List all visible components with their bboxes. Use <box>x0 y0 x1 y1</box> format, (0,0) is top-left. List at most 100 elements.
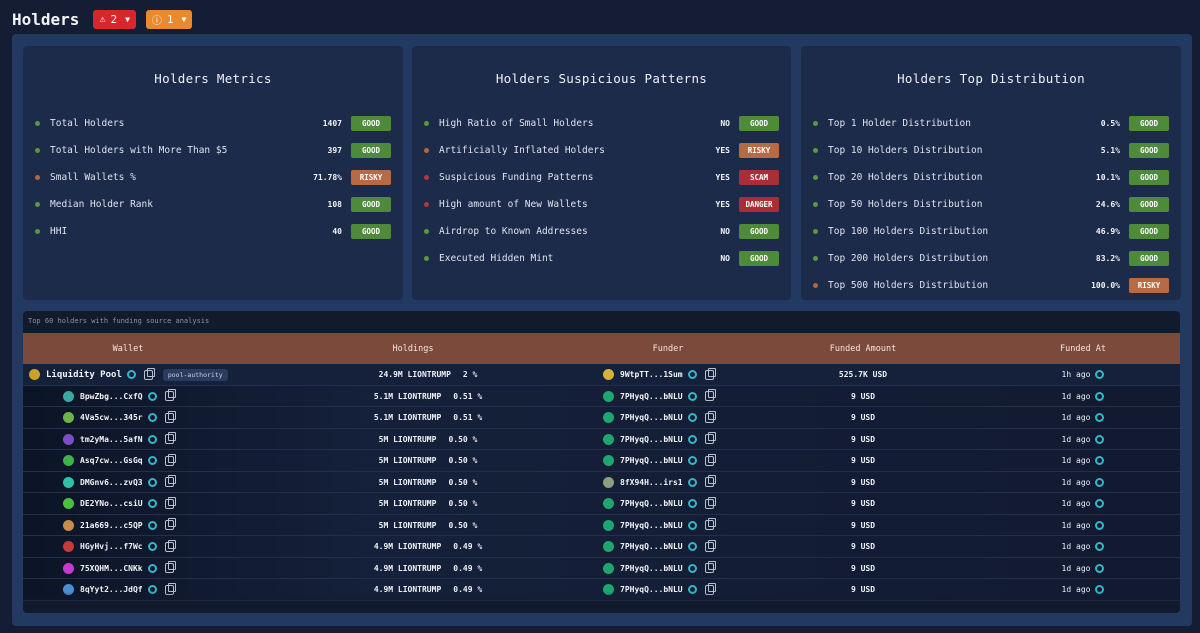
warning-alert-dropdown[interactable]: ⓘ 1 ▼ <box>145 9 193 29</box>
explorer-icon[interactable] <box>687 499 697 508</box>
funder-address-link[interactable]: 7PHyqQ...bNLU <box>620 456 683 465</box>
wallet-cell: Liquidity Pool pool-authority <box>29 364 228 385</box>
explorer-icon[interactable] <box>126 370 136 379</box>
explorer-icon[interactable] <box>147 542 157 551</box>
explorer-icon[interactable] <box>147 520 157 530</box>
funder-address-link[interactable]: 7PHyqQ...bNLU <box>620 391 683 401</box>
funder-address-link[interactable]: 7PHyqQ...bNLU <box>620 413 683 422</box>
funder-address-link[interactable]: 7PHyqQ...bNLU <box>620 585 683 594</box>
explorer-icon[interactable] <box>147 477 157 487</box>
wallet-address-link[interactable]: BpwZbg...CxfQ <box>80 391 143 401</box>
funded-amount-cell: 9 USD <box>803 579 923 600</box>
funder-address-link[interactable]: 7PHyqQ...bNLU <box>620 563 683 573</box>
copy-icon[interactable] <box>704 389 716 401</box>
holdings-cell: 4.9M LIONTRUMP 0.49 % <box>363 536 493 557</box>
copy-icon[interactable] <box>704 518 716 530</box>
explorer-icon[interactable] <box>1095 413 1105 422</box>
metric-row: Top 500 Holders Distribution 100.0% RISKY <box>813 272 1169 299</box>
copy-icon[interactable] <box>704 475 716 487</box>
copy-icon[interactable] <box>164 410 176 423</box>
holdings-percent: 0.49 % <box>453 542 483 551</box>
wallet-address-link[interactable]: DE2YNo...csiU <box>80 499 143 508</box>
status-badge: GOOD <box>739 116 779 131</box>
metric-row: Median Holder Rank 108 GOOD <box>35 191 391 218</box>
copy-icon[interactable] <box>164 453 176 466</box>
explorer-icon[interactable] <box>687 477 697 487</box>
explorer-icon[interactable] <box>1095 520 1105 530</box>
explorer-icon[interactable] <box>147 434 157 444</box>
copy-icon[interactable] <box>704 453 716 466</box>
wallet-address-link[interactable]: 21a669...c5QP <box>80 520 143 530</box>
funder-address-link[interactable]: 7PHyqQ...bNLU <box>620 520 683 530</box>
column-header-holdings[interactable]: Holdings <box>392 343 434 354</box>
copy-icon[interactable] <box>164 561 176 573</box>
status-badge: SCAM <box>739 170 779 185</box>
explorer-icon[interactable] <box>687 563 697 573</box>
status-dot <box>813 202 818 207</box>
funder-avatar <box>603 498 614 509</box>
explorer-icon[interactable] <box>1095 456 1105 465</box>
explorer-icon[interactable] <box>687 520 697 530</box>
copy-icon[interactable] <box>143 367 155 380</box>
copy-icon[interactable] <box>164 496 176 509</box>
copy-icon[interactable] <box>164 432 176 444</box>
explorer-icon[interactable] <box>147 456 157 465</box>
explorer-icon[interactable] <box>1095 434 1105 444</box>
holdings-percent: 0.49 % <box>453 563 483 573</box>
explorer-icon[interactable] <box>687 456 697 465</box>
holders-metrics-card: Holders Metrics Total Holders 1407 GOOD Tot… <box>23 46 403 300</box>
explorer-icon[interactable] <box>687 391 697 401</box>
explorer-icon[interactable] <box>147 563 157 573</box>
wallet-address-link[interactable]: DMGnv6...zvQ3 <box>80 477 143 487</box>
copy-icon[interactable] <box>704 367 716 380</box>
explorer-icon[interactable] <box>147 391 157 401</box>
copy-icon[interactable] <box>704 539 716 552</box>
copy-icon[interactable] <box>164 518 176 530</box>
column-header-funder[interactable]: Funder <box>652 343 684 354</box>
danger-alert-dropdown[interactable]: ⚠ 2 ▼ <box>93 9 136 29</box>
explorer-icon[interactable] <box>687 434 697 444</box>
column-header-wallet[interactable]: Wallet <box>112 343 144 354</box>
explorer-icon[interactable] <box>147 413 157 422</box>
scroll-fade <box>23 591 1180 613</box>
status-dot <box>424 175 429 180</box>
copy-icon[interactable] <box>704 410 716 423</box>
funder-address-link[interactable]: 7PHyqQ...bNLU <box>620 434 683 444</box>
status-dot <box>813 148 818 153</box>
column-header-funded-at[interactable]: Funded At <box>1059 343 1107 354</box>
chevron-down-icon: ▼ <box>125 14 130 24</box>
explorer-icon[interactable] <box>1095 370 1105 379</box>
wallet-address-link[interactable]: 8qYyt2...JdQf <box>80 585 143 594</box>
explorer-icon[interactable] <box>1095 477 1105 487</box>
funder-address-link[interactable]: 9WtpTT...1Sum <box>620 370 683 379</box>
wallet-address-link[interactable]: HGyHvj...f7Wc <box>80 542 143 551</box>
copy-icon[interactable] <box>164 475 176 487</box>
explorer-icon[interactable] <box>1095 563 1105 573</box>
funder-address-link[interactable]: 7PHyqQ...bNLU <box>620 499 683 508</box>
wallet-address-link[interactable]: tm2yMa...5afN <box>80 434 143 444</box>
wallet-address-link[interactable]: Asq7cw...GsGq <box>80 456 143 465</box>
copy-icon[interactable] <box>164 539 176 552</box>
explorer-icon[interactable] <box>1095 542 1105 551</box>
copy-icon[interactable] <box>704 496 716 509</box>
explorer-icon[interactable] <box>1095 499 1105 508</box>
status-badge: RISKY <box>739 143 779 158</box>
explorer-icon[interactable] <box>687 542 697 551</box>
wallet-address-link[interactable]: Liquidity Pool <box>46 369 122 380</box>
wallet-address-link[interactable]: 75XQHM...CNKk <box>80 563 143 573</box>
copy-icon[interactable] <box>704 432 716 444</box>
wallet-address-link[interactable]: 4Va5cw...345r <box>80 413 143 422</box>
wallet-avatar <box>63 412 74 423</box>
explorer-icon[interactable] <box>147 499 157 508</box>
explorer-icon[interactable] <box>1095 391 1105 401</box>
copy-icon[interactable] <box>704 561 716 573</box>
funder-avatar <box>603 369 614 380</box>
funder-address-link[interactable]: 8fX94H...irs1 <box>620 477 683 487</box>
column-header-funded-amount[interactable]: Funded Amount <box>829 343 897 354</box>
explorer-icon[interactable] <box>687 413 697 422</box>
table-row: BpwZbg...CxfQ 5.1M LIONTRUMP 0.51 % 7PHyqQ.… <box>23 385 1180 407</box>
wallet-cell: DE2YNo...csiU <box>63 493 176 514</box>
funder-address-link[interactable]: 7PHyqQ...bNLU <box>620 542 683 551</box>
copy-icon[interactable] <box>164 389 176 401</box>
explorer-icon[interactable] <box>687 370 697 379</box>
